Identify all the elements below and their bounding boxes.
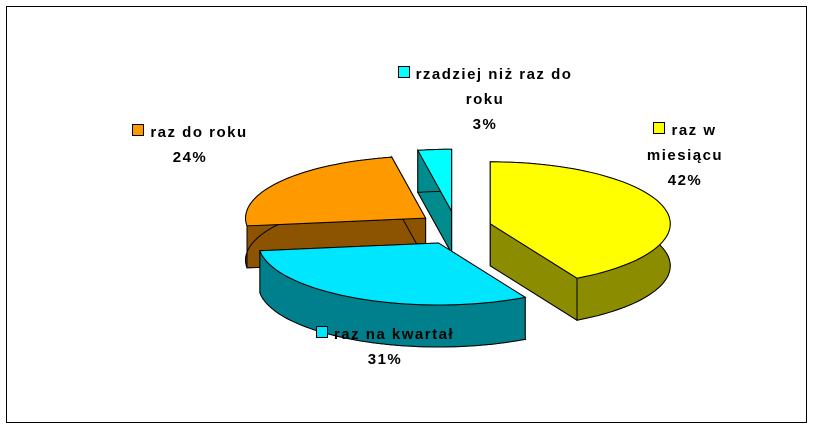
slice-group [489, 161, 671, 322]
value-label: 3% [472, 116, 498, 133]
data-label: raz do roku 24% [105, 120, 275, 170]
data-label: rzadziej niż raz do roku 3% [385, 62, 585, 137]
value-label: 31% [367, 351, 403, 368]
category-label: rzadziej niż raz do roku [415, 66, 573, 108]
value-label: 24% [172, 149, 208, 166]
legend-swatch [397, 66, 410, 78]
data-label: raz na kwartał 31% [315, 322, 455, 372]
category-label: raz na kwartał [333, 326, 455, 343]
slice [245, 156, 427, 227]
slice-group [417, 148, 453, 256]
legend-swatch [653, 122, 666, 134]
value-label: 42% [667, 172, 703, 189]
data-label: raz w miesiącu 42% [615, 118, 755, 193]
slice [259, 242, 527, 306]
category-label: raz do roku [150, 124, 248, 141]
slice [417, 148, 453, 214]
legend-swatch [315, 326, 328, 338]
category-label: raz w miesiącu [646, 122, 724, 164]
legend-swatch [132, 124, 145, 136]
slice [489, 161, 671, 279]
